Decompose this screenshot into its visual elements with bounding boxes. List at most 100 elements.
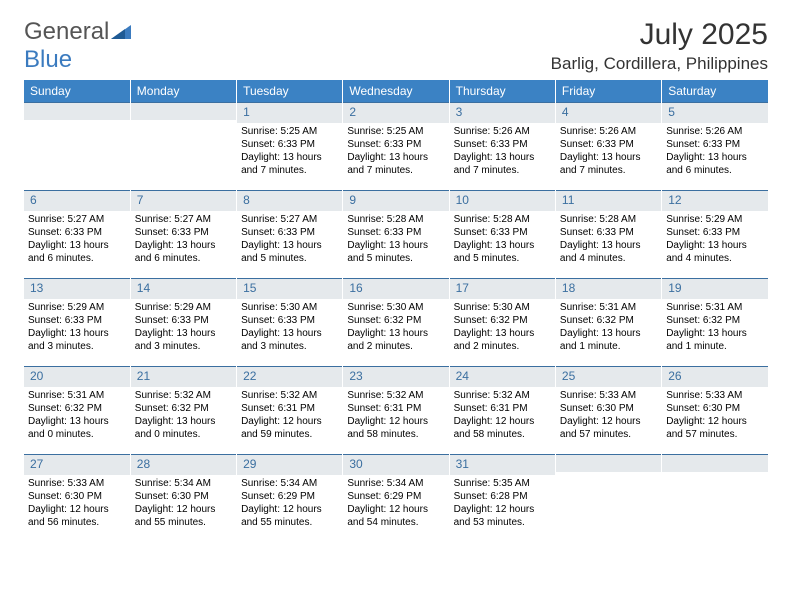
day-number: 24 [450,366,555,387]
calendar-week-row: 1Sunrise: 5:25 AMSunset: 6:33 PMDaylight… [24,102,768,190]
day-number: 30 [343,454,448,475]
day-cell: 13Sunrise: 5:29 AMSunset: 6:33 PMDayligh… [24,278,130,366]
day-cell: 1Sunrise: 5:25 AMSunset: 6:33 PMDaylight… [237,102,343,190]
day-number: 21 [131,366,236,387]
day-details: Sunrise: 5:26 AMSunset: 6:33 PMDaylight:… [450,123,555,181]
day-number: 3 [450,102,555,123]
empty-day [662,454,768,472]
day-details: Sunrise: 5:33 AMSunset: 6:30 PMDaylight:… [24,475,130,533]
day-cell: 8Sunrise: 5:27 AMSunset: 6:33 PMDaylight… [237,190,343,278]
day-cell: 4Sunrise: 5:26 AMSunset: 6:33 PMDaylight… [555,102,661,190]
day-details: Sunrise: 5:34 AMSunset: 6:30 PMDaylight:… [131,475,236,533]
day-number: 26 [662,366,768,387]
day-details: Sunrise: 5:27 AMSunset: 6:33 PMDaylight:… [131,211,236,269]
day-cell [662,454,768,542]
day-details: Sunrise: 5:25 AMSunset: 6:33 PMDaylight:… [343,123,448,181]
day-cell: 22Sunrise: 5:32 AMSunset: 6:31 PMDayligh… [237,366,343,454]
day-cell: 19Sunrise: 5:31 AMSunset: 6:32 PMDayligh… [662,278,768,366]
day-cell: 15Sunrise: 5:30 AMSunset: 6:33 PMDayligh… [237,278,343,366]
day-cell: 5Sunrise: 5:26 AMSunset: 6:33 PMDaylight… [662,102,768,190]
day-details: Sunrise: 5:33 AMSunset: 6:30 PMDaylight:… [556,387,661,445]
day-details: Sunrise: 5:26 AMSunset: 6:33 PMDaylight:… [556,123,661,181]
day-details: Sunrise: 5:30 AMSunset: 6:33 PMDaylight:… [237,299,342,357]
weekday-header-row: SundayMondayTuesdayWednesdayThursdayFrid… [24,80,768,102]
day-details: Sunrise: 5:33 AMSunset: 6:30 PMDaylight:… [662,387,768,445]
logo-text: GeneralBlue [24,18,131,74]
day-cell: 25Sunrise: 5:33 AMSunset: 6:30 PMDayligh… [555,366,661,454]
day-cell: 30Sunrise: 5:34 AMSunset: 6:29 PMDayligh… [343,454,449,542]
day-cell: 16Sunrise: 5:30 AMSunset: 6:32 PMDayligh… [343,278,449,366]
page-title: July 2025 [551,18,768,52]
day-number: 10 [450,190,555,211]
day-number: 23 [343,366,448,387]
day-details: Sunrise: 5:34 AMSunset: 6:29 PMDaylight:… [237,475,342,533]
day-cell: 3Sunrise: 5:26 AMSunset: 6:33 PMDaylight… [449,102,555,190]
day-cell: 11Sunrise: 5:28 AMSunset: 6:33 PMDayligh… [555,190,661,278]
day-cell: 18Sunrise: 5:31 AMSunset: 6:32 PMDayligh… [555,278,661,366]
weekday-header: Friday [555,80,661,102]
day-details: Sunrise: 5:29 AMSunset: 6:33 PMDaylight:… [131,299,236,357]
day-cell: 17Sunrise: 5:30 AMSunset: 6:32 PMDayligh… [449,278,555,366]
weekday-header: Tuesday [237,80,343,102]
day-details: Sunrise: 5:32 AMSunset: 6:31 PMDaylight:… [237,387,342,445]
day-cell: 14Sunrise: 5:29 AMSunset: 6:33 PMDayligh… [130,278,236,366]
day-number: 25 [556,366,661,387]
day-details: Sunrise: 5:27 AMSunset: 6:33 PMDaylight:… [24,211,130,269]
day-details: Sunrise: 5:31 AMSunset: 6:32 PMDaylight:… [556,299,661,357]
calendar-table: SundayMondayTuesdayWednesdayThursdayFrid… [24,80,768,542]
day-cell: 28Sunrise: 5:34 AMSunset: 6:30 PMDayligh… [130,454,236,542]
day-cell: 26Sunrise: 5:33 AMSunset: 6:30 PMDayligh… [662,366,768,454]
day-number: 18 [556,278,661,299]
day-number: 13 [24,278,130,299]
day-number: 16 [343,278,448,299]
day-number: 9 [343,190,448,211]
calendar-body: 1Sunrise: 5:25 AMSunset: 6:33 PMDaylight… [24,102,768,542]
day-number: 29 [237,454,342,475]
day-cell: 27Sunrise: 5:33 AMSunset: 6:30 PMDayligh… [24,454,130,542]
day-details: Sunrise: 5:34 AMSunset: 6:29 PMDaylight:… [343,475,448,533]
day-number: 7 [131,190,236,211]
day-details: Sunrise: 5:30 AMSunset: 6:32 PMDaylight:… [343,299,448,357]
logo-text-2: Blue [24,46,72,73]
day-cell: 12Sunrise: 5:29 AMSunset: 6:33 PMDayligh… [662,190,768,278]
day-cell [130,102,236,190]
weekday-header: Saturday [662,80,768,102]
day-number: 17 [450,278,555,299]
logo-text-1: General [24,18,109,45]
day-details: Sunrise: 5:32 AMSunset: 6:31 PMDaylight:… [343,387,448,445]
day-number: 15 [237,278,342,299]
day-number: 27 [24,454,130,475]
day-details: Sunrise: 5:32 AMSunset: 6:31 PMDaylight:… [450,387,555,445]
day-number: 4 [556,102,661,123]
day-cell: 6Sunrise: 5:27 AMSunset: 6:33 PMDaylight… [24,190,130,278]
day-cell: 31Sunrise: 5:35 AMSunset: 6:28 PMDayligh… [449,454,555,542]
header: GeneralBlue July 2025 Barlig, Cordillera… [24,18,768,74]
day-cell: 10Sunrise: 5:28 AMSunset: 6:33 PMDayligh… [449,190,555,278]
day-number: 19 [662,278,768,299]
day-details: Sunrise: 5:28 AMSunset: 6:33 PMDaylight:… [450,211,555,269]
day-number: 20 [24,366,130,387]
empty-day [556,454,661,472]
day-number: 1 [237,102,342,123]
day-number: 14 [131,278,236,299]
calendar-week-row: 27Sunrise: 5:33 AMSunset: 6:30 PMDayligh… [24,454,768,542]
calendar-week-row: 13Sunrise: 5:29 AMSunset: 6:33 PMDayligh… [24,278,768,366]
day-details: Sunrise: 5:35 AMSunset: 6:28 PMDaylight:… [450,475,555,533]
weekday-header: Wednesday [343,80,449,102]
location-text: Barlig, Cordillera, Philippines [551,54,768,74]
calendar-week-row: 6Sunrise: 5:27 AMSunset: 6:33 PMDaylight… [24,190,768,278]
weekday-header: Monday [130,80,236,102]
calendar-week-row: 20Sunrise: 5:31 AMSunset: 6:32 PMDayligh… [24,366,768,454]
day-number: 22 [237,366,342,387]
day-details: Sunrise: 5:27 AMSunset: 6:33 PMDaylight:… [237,211,342,269]
day-number: 5 [662,102,768,123]
weekday-header: Sunday [24,80,130,102]
day-details: Sunrise: 5:29 AMSunset: 6:33 PMDaylight:… [24,299,130,357]
weekday-header: Thursday [449,80,555,102]
day-cell: 7Sunrise: 5:27 AMSunset: 6:33 PMDaylight… [130,190,236,278]
day-cell [24,102,130,190]
day-details: Sunrise: 5:26 AMSunset: 6:33 PMDaylight:… [662,123,768,181]
day-cell: 20Sunrise: 5:31 AMSunset: 6:32 PMDayligh… [24,366,130,454]
day-details: Sunrise: 5:32 AMSunset: 6:32 PMDaylight:… [131,387,236,445]
day-number: 28 [131,454,236,475]
